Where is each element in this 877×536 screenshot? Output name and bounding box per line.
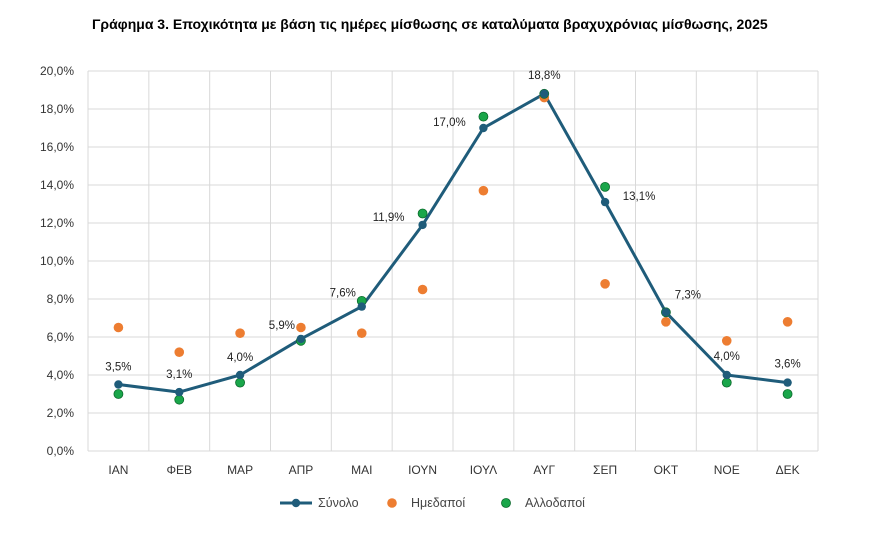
- point-domestic: [661, 317, 671, 327]
- point-foreign: [174, 394, 185, 405]
- series-line-total: [118, 92, 788, 394]
- point-domestic: [417, 284, 428, 295]
- point-total: [479, 123, 488, 133]
- x-tick-label: ΟΚΤ: [654, 463, 679, 477]
- y-tick-label: 8,0%: [47, 292, 75, 306]
- point-domestic: [174, 347, 185, 358]
- data-label: 17,0%: [433, 117, 466, 129]
- point-foreign: [478, 111, 489, 122]
- x-tick-label: ΔΕΚ: [776, 463, 800, 477]
- data-label: 4,0%: [714, 351, 740, 363]
- x-tick-label: ΙΟΥΝ: [408, 463, 437, 477]
- data-label: 18,8%: [528, 70, 561, 82]
- point-domestic: [235, 328, 245, 339]
- y-tick-label: 18,0%: [40, 102, 74, 116]
- data-label: 4,0%: [227, 352, 253, 364]
- chart-title: Γράφημα 3. Εποχικότητα με βάση τις ημέρε…: [92, 16, 768, 32]
- data-labels: 3,5% 3,1% 4,0% 5,9% 7,6% 11,9% 17,0% 18,8% 13,1%…: [105, 70, 800, 381]
- data-label: 3,1%: [166, 369, 192, 381]
- legend-label-foreign: Αλλοδαποί: [525, 496, 585, 510]
- x-tick-label: ΑΥΓ: [533, 463, 555, 477]
- point-foreign: [417, 208, 428, 219]
- x-tick-label: ΙΑΝ: [108, 463, 128, 477]
- data-label: 13,1%: [623, 191, 656, 203]
- legend-marker-total: [291, 498, 301, 508]
- point-total: [600, 197, 610, 207]
- y-tick-label: 2,0%: [47, 406, 75, 420]
- legend: Σύνολο Ημεδαποί Αλλοδαποί: [280, 496, 585, 510]
- legend-marker-domestic: [387, 498, 397, 508]
- data-marks: [113, 88, 793, 405]
- data-label: 7,6%: [330, 288, 356, 300]
- point-foreign: [113, 389, 124, 399]
- point-domestic: [356, 328, 367, 339]
- point-total: [661, 308, 671, 317]
- point-domestic: [782, 317, 793, 327]
- point-foreign: [782, 389, 793, 399]
- x-tick-label: ΣΕΠ: [593, 463, 617, 477]
- x-tick-label: ΙΟΥΛ: [470, 463, 497, 477]
- legend-marker-foreign: [501, 498, 511, 508]
- y-tick-label: 0,0%: [47, 444, 75, 458]
- point-total: [418, 220, 427, 230]
- point-total: [296, 334, 306, 344]
- point-total: [175, 387, 184, 397]
- x-tick-label: ΜΑΙ: [351, 463, 372, 477]
- x-tick-label: ΑΠΡ: [289, 463, 314, 477]
- point-total: [783, 378, 792, 387]
- point-foreign: [600, 181, 610, 192]
- point-total: [357, 302, 366, 311]
- x-tick-label: ΦΕΒ: [166, 463, 192, 477]
- point-domestic: [478, 185, 489, 196]
- point-total: [114, 380, 123, 389]
- point-total: [540, 89, 549, 99]
- point-domestic: [721, 336, 732, 346]
- legend-label-total: Σύνολο: [318, 496, 359, 510]
- y-tick-label: 20,0%: [40, 64, 74, 78]
- data-label: 11,9%: [373, 212, 405, 224]
- data-label: 3,6%: [774, 359, 800, 371]
- data-label: 7,3%: [675, 289, 701, 301]
- y-tick-label: 6,0%: [47, 330, 75, 344]
- y-tick-label: 4,0%: [47, 368, 75, 382]
- y-tick-label: 14,0%: [40, 178, 74, 192]
- y-tick-label: 12,0%: [40, 216, 74, 230]
- legend-label-domestic: Ημεδαποί: [411, 496, 465, 510]
- x-axis-tick-labels: ΙΑΝ ΦΕΒ ΜΑΡ ΑΠΡ ΜΑΙ ΙΟΥΝ ΙΟΥΛ ΑΥΓ ΣΕΠ ΟΚΤ ΝΟΕ ΔΕΚ: [108, 463, 799, 477]
- point-foreign: [235, 377, 245, 388]
- data-label: 5,9%: [269, 320, 295, 332]
- y-axis-tick-labels: 0,0% 2,0% 4,0% 6,0% 8,0% 10,0% 12,0% 14,0% 16,0%…: [40, 64, 74, 458]
- x-tick-label: ΜΑΡ: [227, 463, 253, 477]
- y-tick-label: 10,0%: [40, 254, 74, 268]
- data-label: 3,5%: [105, 362, 131, 374]
- y-tick-label: 16,0%: [40, 140, 74, 154]
- point-total: [235, 370, 245, 380]
- grid-lines: [87, 70, 819, 452]
- point-total: [722, 370, 731, 380]
- point-domestic: [113, 322, 124, 333]
- point-domestic: [296, 322, 306, 333]
- point-foreign: [721, 377, 732, 388]
- point-domestic: [600, 279, 610, 289]
- x-tick-label: ΝΟΕ: [714, 463, 740, 477]
